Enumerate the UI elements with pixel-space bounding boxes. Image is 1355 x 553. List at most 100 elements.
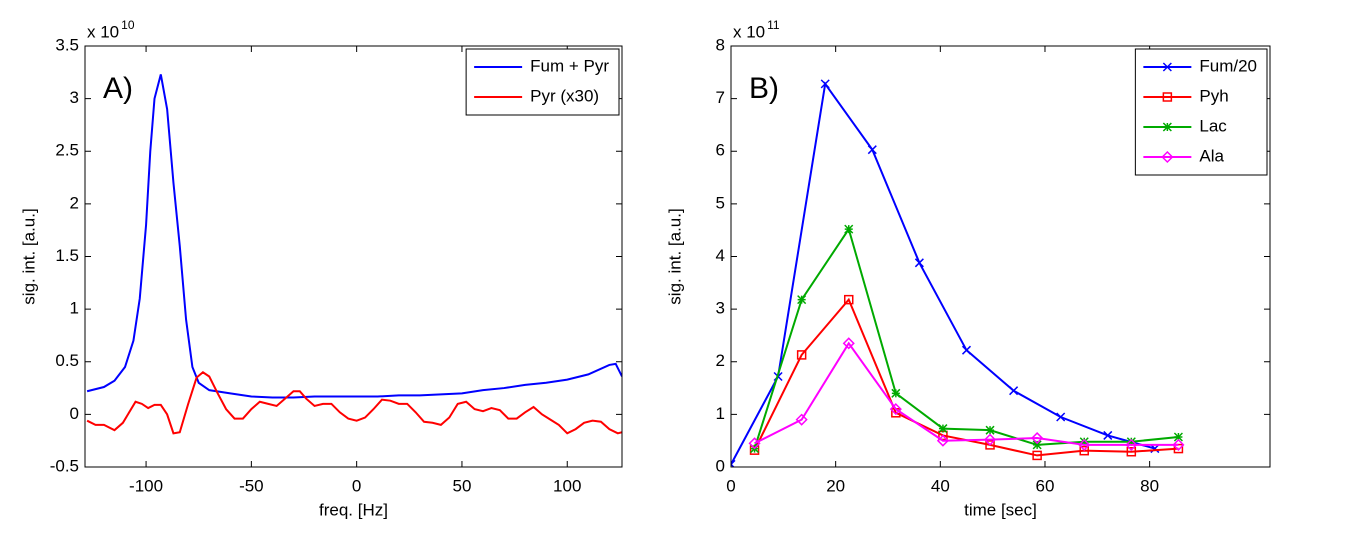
marker-stroke: [961, 345, 972, 355]
marker-stroke: [938, 424, 948, 434]
marker-diamond: [748, 437, 761, 450]
series: [86, 371, 622, 435]
data-point: [1103, 430, 1113, 440]
legend-label: Lac: [1199, 116, 1227, 135]
y-scale-label: x 10: [733, 22, 765, 41]
legend-label: Pyr (x30): [530, 86, 599, 105]
data-point: [961, 345, 972, 355]
y-tick-label: 3.5: [55, 35, 79, 54]
marker-square: [1126, 446, 1137, 457]
series: [750, 224, 1183, 454]
marker-stroke: [844, 224, 854, 234]
legend-box: [1134, 48, 1268, 176]
marker-stroke: [820, 79, 830, 89]
data-point: [1079, 445, 1089, 456]
x-tick-label: 60: [1036, 476, 1055, 495]
marker-diamond: [1172, 438, 1185, 451]
y-tick-label: 6: [716, 141, 725, 160]
marker-stroke: [914, 258, 924, 268]
data-point: [844, 224, 854, 234]
legend-marker: [1162, 62, 1172, 72]
marker-stroke: [797, 295, 807, 305]
data-point: [889, 403, 902, 416]
x-axis-label: freq. [Hz]: [319, 500, 388, 519]
data-point: [1009, 386, 1019, 396]
marker-stroke: [1162, 62, 1172, 72]
x-tick-label: -100: [129, 476, 163, 495]
data-point: [1032, 450, 1042, 461]
marker-diamond: [1078, 438, 1091, 451]
marker-stroke: [1032, 440, 1042, 450]
x-tick-label: 0: [352, 476, 361, 495]
legend-label: Fum/20: [1199, 56, 1257, 75]
y-tick-label: 1: [716, 404, 725, 423]
marker-diamond: [795, 413, 808, 426]
marker-diamond: [842, 337, 855, 350]
x-tick-label: 100: [553, 476, 581, 495]
axes-frame: [84, 45, 623, 468]
data-point: [843, 294, 854, 305]
marker-stroke: [891, 388, 901, 398]
data-point: [1126, 446, 1137, 457]
series-line: [86, 74, 622, 399]
x-axis-label: time [sec]: [964, 500, 1037, 519]
legend-marker: [1162, 122, 1172, 132]
panel-label: B): [749, 72, 779, 105]
y-scale-exponent: 11: [767, 18, 780, 32]
y-tick-label: 2.5: [55, 141, 79, 160]
x-tick-label: 0: [726, 476, 735, 495]
y-tick-label: 2: [70, 193, 79, 212]
data-point: [985, 440, 995, 450]
marker-diamond: [983, 433, 997, 446]
legend-label: Fum + Pyr: [530, 56, 609, 75]
marker-diamond: [1161, 150, 1174, 164]
series: [86, 74, 622, 399]
y-tick-label: 8: [716, 35, 725, 54]
y-tick-label: 5: [716, 193, 725, 212]
legend-marker: [1161, 150, 1174, 164]
data-point: [842, 337, 855, 350]
y-tick-label: 1.5: [55, 246, 79, 265]
legend-box: [465, 48, 620, 116]
series: [748, 337, 1185, 451]
axes-frame: [730, 45, 1271, 468]
legend-label: Pyh: [1199, 86, 1228, 105]
x-tick-label: 40: [931, 476, 950, 495]
marker-stroke: [1103, 430, 1113, 440]
data-point: [796, 350, 807, 360]
marker-stroke: [867, 145, 877, 155]
panel-label: A): [103, 72, 133, 105]
marker-stroke: [1009, 386, 1019, 396]
marker-square: [1079, 445, 1089, 456]
marker-stroke: [731, 459, 736, 466]
data-point: [1172, 438, 1185, 451]
data-point: [936, 434, 949, 447]
marker-square: [843, 294, 854, 305]
series-line: [753, 226, 1179, 449]
series-line: [754, 341, 1179, 446]
series-line: [86, 371, 622, 435]
marker-square: [985, 440, 995, 450]
data-point: [938, 424, 948, 434]
data-point: [914, 258, 924, 268]
marker-diamond: [1031, 431, 1044, 445]
data-point: [1056, 412, 1066, 422]
data-point: [891, 388, 901, 398]
y-scale-exponent: 10: [121, 18, 135, 32]
y-tick-label: -0.5: [50, 456, 79, 475]
y-tick-label: 0: [70, 404, 79, 423]
data-point: [1125, 438, 1138, 451]
x-tick-label: 50: [452, 476, 471, 495]
data-point: [795, 413, 808, 426]
data-point: [1078, 438, 1091, 451]
marker-stroke: [1056, 412, 1066, 422]
legend: Fum + Pyr Pyr (x30): [465, 48, 620, 116]
marker-square: [796, 350, 807, 360]
legend: Fum/20 Pyh Lac Ala: [1134, 48, 1268, 176]
y-tick-label: 0.5: [55, 351, 79, 370]
marker-stroke: [1162, 122, 1172, 132]
series-line: [731, 81, 1156, 465]
data-point: [983, 433, 997, 446]
